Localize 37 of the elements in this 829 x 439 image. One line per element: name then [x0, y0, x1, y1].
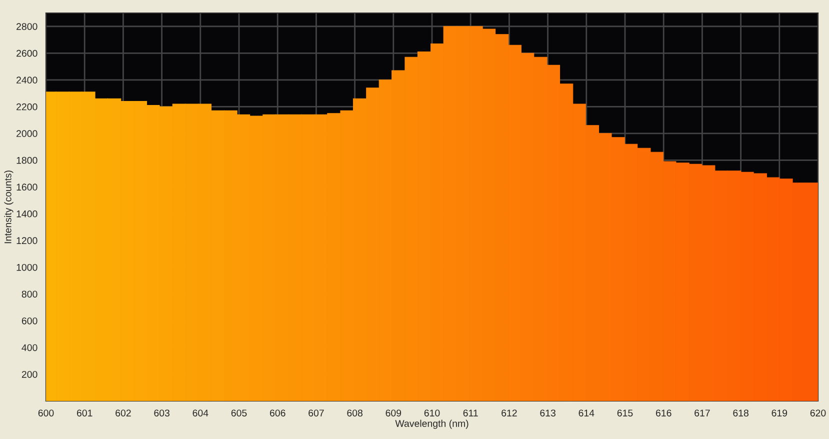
x-tick-label: 612 [502, 410, 517, 416]
x-tick-label: 605 [231, 410, 247, 416]
x-tick-label: 618 [733, 410, 748, 416]
y-tick-label: 2200 [16, 103, 38, 110]
x-tick-label: 613 [540, 410, 556, 416]
x-tick-label: 611 [463, 410, 478, 416]
y-tick-label: 2800 [16, 23, 38, 30]
x-tick-label: 604 [192, 410, 208, 416]
x-tick-label: 616 [656, 410, 672, 416]
x-tick-label: 617 [694, 410, 710, 416]
y-tick-label: 1000 [16, 264, 38, 271]
x-tick-label: 615 [617, 410, 633, 416]
y-tick-label: 600 [22, 317, 38, 324]
y-tick-label: 1400 [16, 210, 38, 218]
x-tick-label: 609 [386, 410, 402, 416]
x-tick-label: 607 [308, 410, 324, 416]
x-tick-label: 619 [772, 410, 788, 416]
x-tick-label: 614 [578, 410, 594, 416]
y-tick-label: 1800 [16, 156, 38, 164]
x-tick-label: 603 [154, 410, 170, 416]
x-tick-label: 620 [810, 410, 826, 416]
y-tick-label: 2000 [16, 130, 38, 138]
y-tick-label: 2400 [16, 76, 38, 84]
x-tick-label: 608 [347, 410, 362, 416]
y-tick-label: 1600 [16, 184, 38, 191]
y-tick-label: 400 [22, 344, 38, 352]
x-tick-label: 601 [76, 410, 92, 416]
x-tick-label: 606 [270, 410, 286, 416]
y-axis-title: Intensity (counts) [4, 170, 14, 244]
y-tick-label: 200 [22, 370, 38, 378]
x-tick-label: 600 [38, 410, 54, 416]
x-tick-label: 610 [424, 410, 440, 416]
x-tick-label: 602 [116, 410, 131, 416]
y-tick-label: 2600 [16, 50, 38, 57]
y-tick-label: 800 [22, 290, 38, 298]
x-axis-title: Wavelength (nm) [395, 420, 468, 429]
y-tick-label: 1200 [16, 237, 38, 244]
